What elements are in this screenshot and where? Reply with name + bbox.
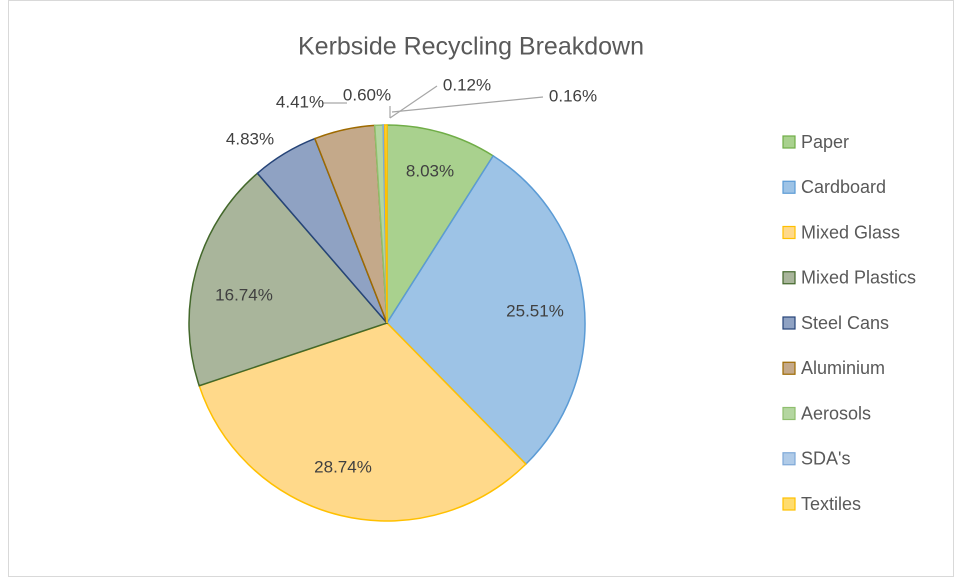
- data-label: 4.83%: [226, 129, 274, 148]
- leader-line: [389, 85, 438, 119]
- data-label: 28.74%: [314, 457, 372, 476]
- data-label: 0.60%: [343, 85, 391, 104]
- legend-label: Aerosols: [801, 403, 871, 423]
- leader-line: [391, 96, 544, 113]
- legend-swatch: [782, 135, 796, 149]
- legend-label: Aluminium: [801, 358, 885, 378]
- pie-slice: [386, 154, 586, 466]
- legend-swatch: [782, 225, 796, 240]
- data-label: 25.51%: [506, 301, 564, 320]
- chart-title: Kerbside Recycling Breakdown: [298, 33, 644, 61]
- pie-slice: [384, 124, 388, 324]
- legend-label: Cardboard: [801, 177, 886, 197]
- data-label: 16.74%: [215, 285, 273, 304]
- legend-swatch: [782, 406, 796, 421]
- pie-slice: [386, 124, 495, 326]
- legend-label: Paper: [801, 132, 849, 152]
- legend-swatch: [782, 271, 796, 285]
- legend-label: Textiles: [801, 494, 861, 514]
- legend-label: Mixed Plastics: [801, 268, 916, 288]
- data-label: 8.03%: [406, 161, 454, 180]
- data-label: 4.41%: [276, 92, 324, 111]
- legend-label: Mixed Glass: [801, 222, 900, 242]
- chart-border: [8, 0, 954, 577]
- pie-slice: [188, 172, 389, 387]
- pie-slice: [198, 322, 527, 522]
- data-label: 0.16%: [549, 86, 597, 105]
- legend-label: Steel Cans: [801, 313, 889, 333]
- legend-swatch: [782, 452, 796, 466]
- legend-swatch: [782, 316, 796, 330]
- data-label: 0.12%: [443, 75, 491, 94]
- legend-swatch: [782, 497, 796, 511]
- legend-swatch: [782, 361, 796, 375]
- legend-swatch: [782, 180, 796, 194]
- legend-label: SDA's: [801, 449, 850, 469]
